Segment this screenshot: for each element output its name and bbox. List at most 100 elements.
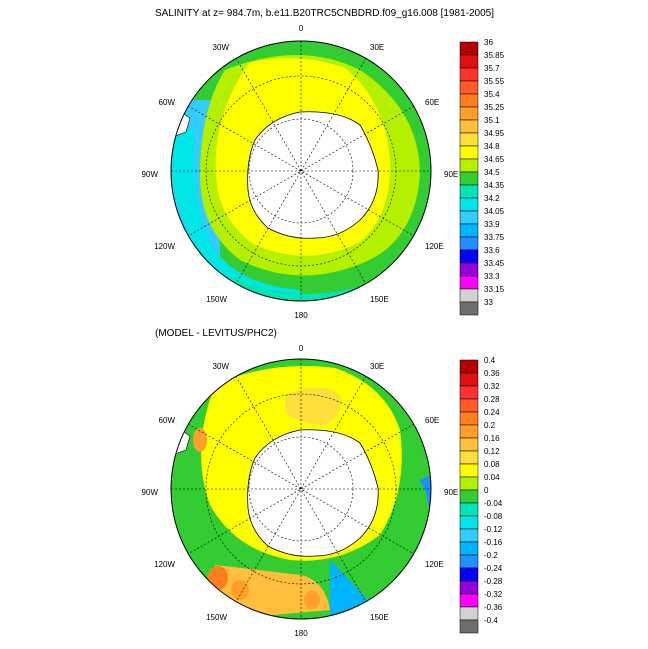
colorbar-label: -0.04	[484, 499, 503, 508]
bottom-lon-labels: 0 30E 60E 90E 120E 150E 180 150W 120W 90…	[142, 344, 459, 638]
colorbar-swatch	[459, 359, 479, 374]
colorbar-label: 0	[484, 486, 489, 495]
bottom-lon-label: 0	[299, 344, 304, 353]
top-lon-label: 150W	[206, 295, 227, 304]
colorbar-swatch	[459, 476, 479, 491]
bottom-map	[170, 358, 432, 620]
colorbar-label: 35.85	[484, 51, 505, 60]
colorbar-swatch	[459, 106, 479, 121]
colorbar-label: 35.4	[484, 90, 500, 99]
colorbar-label: 34.8	[484, 142, 500, 151]
top-australia	[399, 254, 431, 301]
colorbar-swatch	[459, 145, 479, 160]
colorbar-swatch	[459, 171, 479, 186]
colorbar-swatch	[459, 119, 479, 134]
colorbar-label: 34.35	[484, 181, 505, 190]
colorbar-label: 33.3	[484, 272, 500, 281]
colorbar-label: 33.6	[484, 246, 500, 255]
colorbar-swatch	[459, 210, 479, 225]
colorbar-label: 0.36	[484, 369, 500, 378]
colorbar-label: 35.55	[484, 77, 505, 86]
colorbar-label: 33.15	[484, 285, 505, 294]
colorbar-label: 0.32	[484, 382, 500, 391]
bottom-lon-label: 30W	[213, 362, 230, 371]
colorbar-swatch	[459, 67, 479, 82]
colorbar-swatch	[459, 80, 479, 95]
colorbar-swatch	[459, 580, 479, 595]
bottom-lon-label: 180	[294, 629, 308, 638]
colorbar-swatch	[459, 502, 479, 517]
colorbar-swatch	[459, 463, 479, 478]
colorbar-swatch	[459, 301, 479, 316]
colorbar-label: -0.2	[484, 551, 498, 560]
colorbar-label: -0.08	[484, 512, 503, 521]
colorbar-label: 0.04	[484, 473, 500, 482]
bottom-antarctica	[247, 429, 379, 557]
colorbar-swatch	[459, 93, 479, 108]
colorbar-label: -0.28	[484, 577, 503, 586]
colorbar-label: 35.25	[484, 103, 505, 112]
top-lon-label: 180	[294, 311, 308, 320]
colorbar-label: -0.16	[484, 538, 503, 547]
colorbar-label: 36	[484, 38, 493, 47]
colorbar-swatch	[459, 567, 479, 582]
colorbar-swatch	[459, 541, 479, 556]
top-lon-label: 120W	[154, 242, 175, 251]
colorbar-label: 34.05	[484, 207, 505, 216]
bottom-title: (MODEL - LEVITUS/PHC2)	[155, 328, 277, 339]
colorbar-swatch	[459, 249, 479, 264]
colorbar-swatch	[459, 437, 479, 452]
colorbar-label: 0.2	[484, 421, 496, 430]
colorbar-swatch	[459, 54, 479, 69]
colorbar-label: 0.24	[484, 408, 500, 417]
bottom-ocean-max-4	[193, 428, 207, 452]
colorbar-swatch	[459, 41, 479, 56]
colorbar-swatch	[459, 288, 479, 303]
bottom-australia	[399, 572, 431, 619]
top-lon-label: 0	[299, 24, 304, 33]
colorbar-label: 35.1	[484, 116, 500, 125]
bottom-lon-label: 90E	[444, 488, 458, 497]
top-antarctica	[247, 111, 379, 239]
colorbar-swatch	[459, 593, 479, 608]
colorbar-label: 33.9	[484, 220, 500, 229]
top-lon-label: 90E	[444, 170, 458, 179]
top-title: SALINITY at z= 984.7m, b.e11.B20TRC5CNBD…	[155, 8, 494, 19]
colorbar-swatch	[459, 132, 479, 147]
bottom-lon-label: 60W	[159, 416, 176, 425]
bottom-colorbar: 0.4 0.36 0.32 0.28 0.24 0.2 0.16 0.12 0.08 0.04 0 -…	[459, 356, 503, 634]
colorbar-swatch	[459, 184, 479, 199]
top-lon-labels: 0 30E 60E 90E 120E 150E 180 150W 120W 90…	[142, 24, 459, 320]
colorbar-label: 0.4	[484, 356, 496, 365]
colorbar-swatch	[459, 158, 479, 173]
top-lon-label: 60E	[425, 98, 439, 107]
top-graticule	[171, 41, 431, 301]
top-lon-label: 120E	[425, 242, 444, 251]
bottom-lon-label: 150W	[206, 613, 227, 622]
colorbar-label: -0.4	[484, 616, 498, 625]
colorbar-label: 0.12	[484, 447, 500, 456]
colorbar-label: -0.24	[484, 564, 503, 573]
colorbar-swatch	[459, 197, 479, 212]
colorbar-swatch	[459, 606, 479, 621]
colorbar-swatch	[459, 398, 479, 413]
colorbar-label: 0.08	[484, 460, 500, 469]
colorbar-label: -0.36	[484, 603, 503, 612]
bottom-lon-label: 150E	[370, 613, 389, 622]
top-map-border	[170, 40, 432, 302]
colorbar-swatch	[459, 275, 479, 290]
colorbar-label: 34.5	[484, 168, 500, 177]
colorbar-swatch	[459, 528, 479, 543]
top-lon-label: 30E	[370, 43, 384, 52]
top-lon-label: 90W	[142, 170, 159, 179]
colorbar-label: 33.45	[484, 259, 505, 268]
bottom-graticule	[171, 359, 431, 619]
top-lon-label: 150E	[370, 295, 389, 304]
colorbar-swatch	[459, 489, 479, 504]
top-colorbar: 36 35.85 35.7 35.55 35.4 35.25 35.1 34.95 34.8 34…	[459, 38, 505, 316]
colorbar-swatch	[459, 450, 479, 465]
colorbar-label: 33	[484, 298, 493, 307]
colorbar-swatch	[459, 515, 479, 530]
colorbar-label: -0.32	[484, 590, 503, 599]
